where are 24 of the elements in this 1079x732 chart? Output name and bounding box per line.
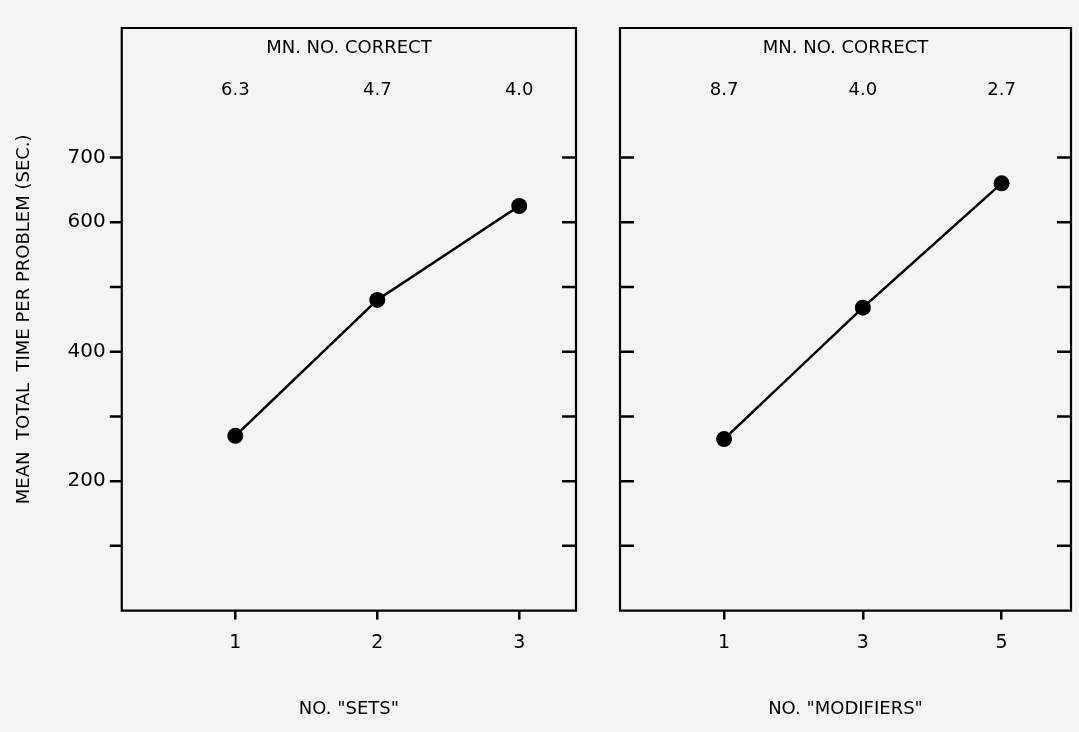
point	[227, 427, 244, 444]
y-tick-label: 600	[67, 208, 106, 233]
x-axis-title: NO. "MODIFIERS"	[768, 696, 923, 718]
x-tick-label: 1	[718, 629, 731, 652]
annotation: 6.3	[221, 77, 250, 99]
point	[511, 198, 528, 215]
x-tick-label: 3	[856, 629, 869, 652]
y-tick-label: 700	[67, 143, 106, 168]
annotation: 4.7	[362, 77, 392, 99]
x-tick-label: 5	[995, 629, 1008, 652]
x-tick-label: 1	[229, 629, 242, 652]
point	[369, 291, 386, 308]
y-tick-label: 200	[67, 467, 106, 492]
annotation: MN. NO. CORRECT	[762, 35, 930, 57]
annotation: 4.0	[504, 77, 534, 99]
x-axis-title: NO. "SETS"	[298, 696, 399, 718]
annotation: 2.7	[987, 77, 1016, 99]
annotation: MN. NO. CORRECT	[266, 35, 433, 57]
annotation: 8.7	[709, 77, 739, 99]
x-tick-label: 2	[371, 629, 384, 652]
annotation: 4.0	[848, 77, 878, 99]
y-tick-label: 400	[67, 337, 106, 362]
x-tick-label: 3	[513, 629, 526, 652]
y-axis-title: MEAN TOTAL TIME PER PROBLEM (SEC.)	[12, 134, 34, 505]
